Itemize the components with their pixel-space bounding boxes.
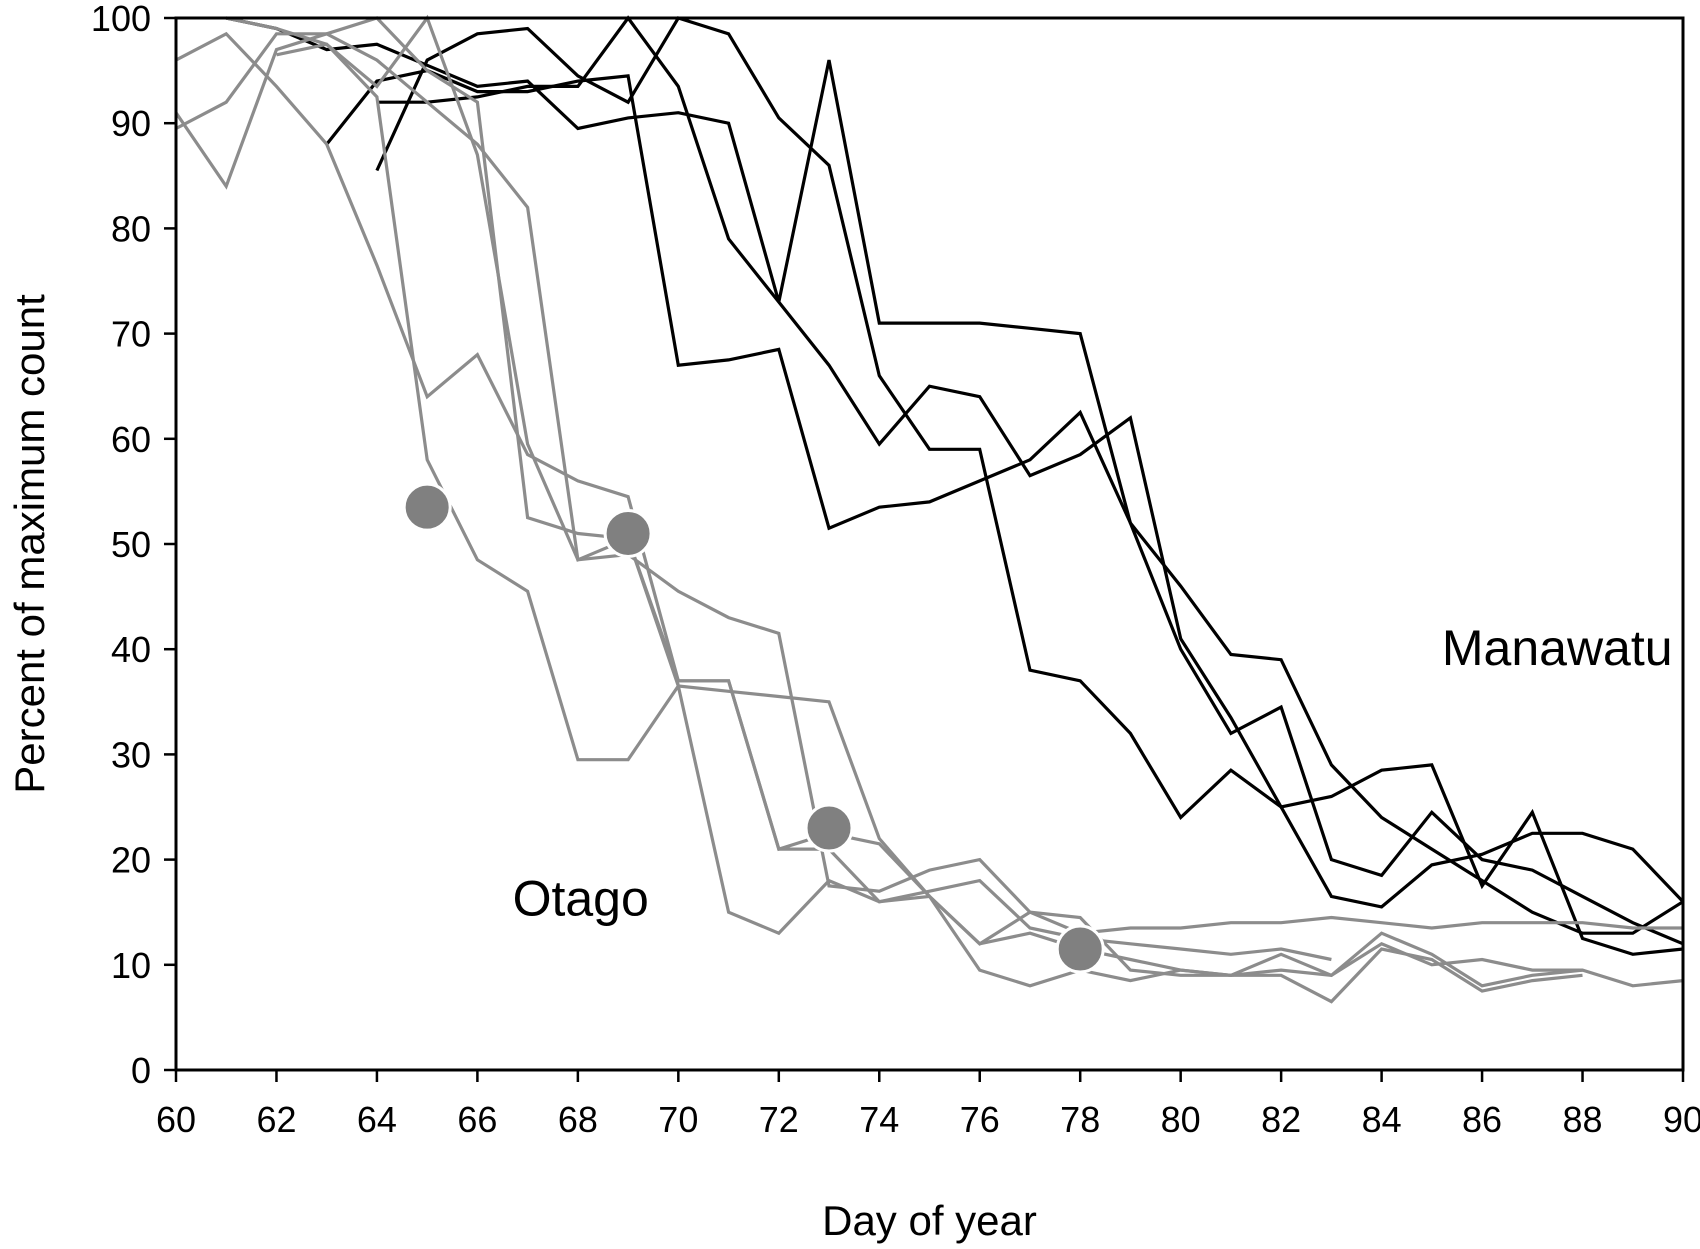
y-tick-label: 60: [111, 419, 151, 460]
y-tick-label: 10: [111, 945, 151, 986]
x-tick-label: 88: [1563, 1099, 1603, 1140]
y-tick-label: 50: [111, 524, 151, 565]
x-tick-label: 84: [1362, 1099, 1402, 1140]
y-tick-label: 40: [111, 629, 151, 670]
annotation-manawatu: Manawatu: [1442, 620, 1673, 676]
series-line-manawatu-1: [226, 18, 1683, 933]
x-tick-label: 82: [1261, 1099, 1301, 1140]
x-tick-label: 70: [658, 1099, 698, 1140]
x-tick-label: 72: [759, 1099, 799, 1140]
x-tick-label: 62: [256, 1099, 296, 1140]
x-tick-label: 68: [558, 1099, 598, 1140]
x-tick-label: 86: [1462, 1099, 1502, 1140]
y-tick-label: 90: [111, 103, 151, 144]
y-tick-label: 100: [91, 0, 151, 39]
x-tick-label: 80: [1161, 1099, 1201, 1140]
x-tick-label: 76: [960, 1099, 1000, 1140]
x-tick-label: 90: [1663, 1099, 1700, 1140]
y-tick-label: 80: [111, 208, 151, 249]
x-tick-label: 60: [156, 1099, 196, 1140]
y-tick-label: 0: [131, 1050, 151, 1091]
series-line-manawatu-3: [377, 18, 1683, 907]
median-marker-2: [605, 510, 651, 556]
median-marker-4: [1057, 926, 1103, 972]
x-tick-label: 78: [1060, 1099, 1100, 1140]
x-tick-label: 74: [859, 1099, 899, 1140]
y-tick-label: 30: [111, 734, 151, 775]
series-line-manawatu-4: [377, 18, 1683, 954]
x-axis-label: Day of year: [822, 1197, 1037, 1244]
x-axis-ticks: 60 62 64 66 68 70 72 74 76 78 80 82 84 86 88 90: [156, 1070, 1700, 1140]
series-line-otago-6: [176, 34, 1683, 933]
y-tick-label: 20: [111, 840, 151, 881]
y-axis-label: Percent of maximum count: [6, 294, 53, 794]
series-line-manawatu-2: [327, 71, 1683, 944]
series-layer: [176, 18, 1683, 1002]
plot-frame: [176, 18, 1683, 1070]
median-marker-3: [806, 805, 852, 851]
median-marker-1: [404, 484, 450, 530]
x-tick-label: 64: [357, 1099, 397, 1140]
y-axis-ticks: 0 10 20 30 40 50 60 70 80 90 100: [91, 0, 176, 1091]
annotation-otago: Otago: [513, 870, 649, 926]
x-tick-label: 66: [457, 1099, 497, 1140]
series-line-otago-5: [176, 34, 1331, 960]
y-tick-label: 70: [111, 314, 151, 355]
line-chart: 60 62 64 66 68 70 72 74 76 78 80 82 84 86 88 90 0 10 20 30…: [0, 0, 1700, 1249]
